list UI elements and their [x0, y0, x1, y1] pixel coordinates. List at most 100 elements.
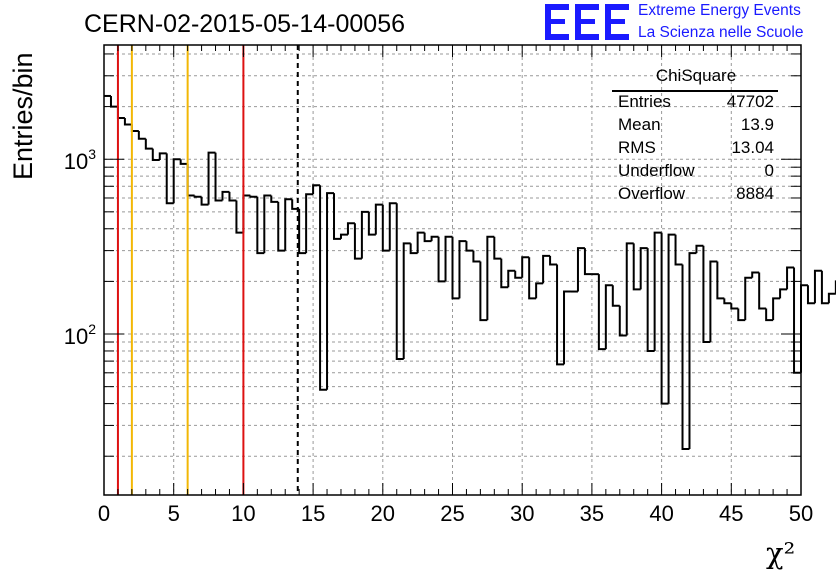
histogram-bin — [172, 158, 181, 204]
x-tick-label: 40 — [649, 501, 673, 526]
y-axis-label: Entries/bin — [8, 52, 38, 180]
histogram-bin — [779, 288, 788, 299]
stat-name: Mean — [618, 115, 661, 134]
x-tick-label: 35 — [580, 501, 604, 526]
stat-value: 47702 — [726, 92, 774, 111]
stat-value: 13.9 — [740, 115, 774, 134]
histogram-bin — [416, 231, 425, 254]
axis-ticks — [103, 45, 802, 495]
histogram-bin — [521, 256, 530, 278]
histogram-bin — [709, 260, 718, 343]
histogram-bin — [500, 258, 509, 289]
histogram-bin — [402, 242, 411, 359]
histogram-bin — [730, 303, 739, 310]
y-tick-label: 102 — [64, 321, 96, 349]
histogram-bin — [298, 208, 307, 255]
histogram-bin — [312, 184, 321, 195]
histogram-bin — [507, 269, 516, 288]
histogram-bin — [249, 195, 258, 198]
x-axis-label: χ² — [766, 536, 796, 570]
histogram-bin — [270, 195, 279, 203]
histogram-bin — [528, 257, 537, 300]
histogram-bin — [326, 192, 335, 390]
histogram-bin — [611, 285, 620, 307]
histogram-bin — [242, 194, 251, 233]
histogram-bin — [395, 203, 404, 360]
logo-tagline-1: Extreme Energy Events — [638, 2, 801, 19]
histogram-bin — [430, 235, 439, 242]
histogram-bin — [346, 222, 355, 235]
stat-name: RMS — [618, 138, 656, 157]
histogram-bin — [667, 233, 676, 404]
histogram-bin — [486, 235, 495, 321]
histogram-bin — [116, 106, 125, 120]
histogram-bin — [653, 231, 662, 351]
stats-row-rms: RMS 13.04 — [618, 138, 774, 160]
histogram-bin — [479, 261, 488, 322]
x-tick-label: 10 — [231, 501, 255, 526]
histogram-bin — [319, 185, 328, 391]
histogram-bin — [772, 297, 781, 321]
histogram-bin — [305, 193, 314, 254]
histogram-bin — [549, 255, 558, 266]
histogram-bin — [806, 285, 815, 305]
reference-lines — [116, 45, 299, 495]
eee-logo-mark — [545, 4, 629, 40]
histogram-bin — [444, 235, 453, 282]
histogram-bin — [144, 138, 153, 150]
histogram-bin — [646, 248, 655, 352]
histogram-bin — [583, 248, 592, 276]
stats-row-overflow: Overflow 8884 — [618, 184, 774, 206]
histogram-bin — [360, 210, 369, 259]
histogram-bin — [563, 290, 571, 365]
stat-value: 0 — [764, 161, 774, 180]
histogram-bin — [333, 193, 341, 240]
stats-divider — [612, 90, 778, 92]
histogram-bin — [576, 247, 585, 292]
stats-row-underflow: Underflow 0 — [618, 161, 774, 183]
histogram-bin — [535, 282, 544, 299]
x-tick-label: 5 — [168, 501, 180, 526]
stat-name: Entries — [618, 92, 671, 111]
x-tick-label: 15 — [301, 501, 325, 526]
histogram-bin — [820, 270, 829, 305]
stats-box: ChiSquare Entries 47702 Mean 13.9 RMS 13… — [612, 66, 780, 206]
histogram-bin — [263, 194, 272, 254]
histogram-bin — [786, 266, 795, 290]
histogram-bin — [256, 196, 265, 255]
histogram-bin — [660, 232, 669, 405]
histogram-bin — [186, 163, 195, 197]
histogram-bin — [597, 274, 606, 351]
histogram-bin — [409, 243, 418, 255]
histogram-bin — [109, 95, 118, 108]
x-tick-label: 50 — [789, 501, 813, 526]
histogram-bin — [625, 242, 634, 336]
chart-title: CERN-02-2015-05-14-00056 — [84, 10, 406, 38]
histogram-bin — [451, 236, 460, 300]
histogram-bin — [632, 243, 641, 291]
histogram-bin — [702, 245, 711, 344]
histogram-bin — [800, 284, 808, 373]
histogram-bin — [388, 202, 397, 251]
histogram-bin — [193, 195, 202, 198]
histogram-bin — [681, 264, 690, 450]
histogram-bin — [827, 292, 836, 304]
stats-title: ChiSquare — [655, 66, 737, 85]
histogram-bin — [235, 200, 244, 234]
histogram-bin — [423, 232, 432, 243]
histogram-bin — [542, 254, 551, 284]
histogram-bin — [472, 250, 481, 263]
x-tick-label: 25 — [440, 501, 464, 526]
x-tick-label: 45 — [719, 501, 743, 526]
histogram-bin — [765, 308, 774, 322]
histogram-bin — [207, 151, 216, 205]
x-tick-label: 30 — [510, 501, 534, 526]
histogram-bin — [353, 223, 362, 260]
histogram-bin — [793, 267, 801, 374]
stats-row-mean: Mean 13.9 — [618, 115, 774, 137]
histogram-bin — [493, 236, 502, 260]
histogram-bin — [165, 153, 174, 205]
histogram-bin — [556, 264, 565, 366]
axis-tick-labels: 0 5 10 15 20 25 30 35 40 45 50 103 102 — [64, 146, 814, 526]
histogram-bin — [458, 240, 467, 299]
